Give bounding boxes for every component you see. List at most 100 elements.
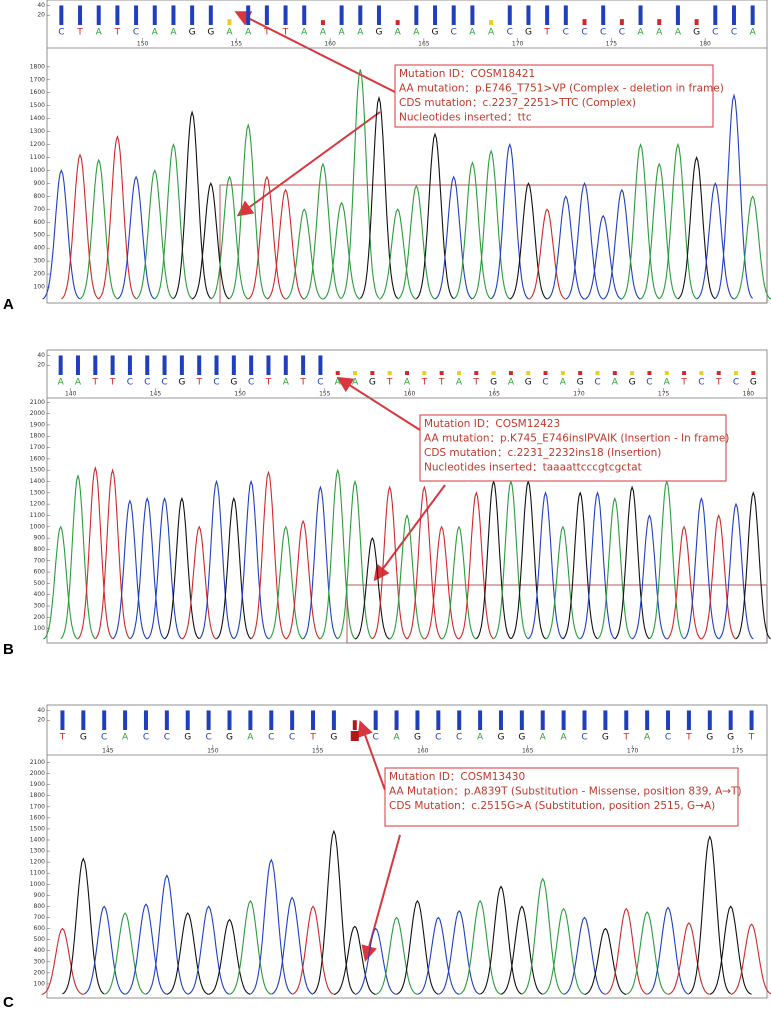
base-call: A xyxy=(247,733,254,743)
quality-bar xyxy=(543,371,548,375)
y-tick-label: 1600 xyxy=(30,814,45,821)
quality-bar xyxy=(59,5,64,25)
trace-peak xyxy=(735,491,771,640)
quality-bar xyxy=(731,5,736,25)
quality-bar xyxy=(96,5,101,25)
base-call: T xyxy=(92,378,99,388)
quality-bar xyxy=(560,371,565,375)
y-tick-label: 900 xyxy=(34,535,46,542)
quality-tick-label: 40 xyxy=(37,707,45,714)
trace-peak xyxy=(98,135,137,300)
quality-bar xyxy=(206,710,211,730)
base-call: C xyxy=(205,733,211,743)
position-label: 155 xyxy=(312,748,324,755)
quality-bar xyxy=(457,710,462,730)
panel-label: A xyxy=(3,296,14,313)
annotation-box xyxy=(419,414,727,482)
quality-tick-label: 40 xyxy=(37,352,45,359)
uncalled-base xyxy=(350,731,359,741)
y-tick-label: 1300 xyxy=(30,848,45,855)
base-call: A xyxy=(750,28,757,38)
quality-bar xyxy=(290,710,295,730)
base-call: C xyxy=(712,28,718,38)
panel-frame xyxy=(46,0,768,304)
quality-bar xyxy=(647,371,652,375)
base-call: G xyxy=(525,378,532,388)
base-call: C xyxy=(542,378,548,388)
trace-peak xyxy=(493,479,529,640)
y-tick-label: 1900 xyxy=(30,421,45,428)
trace-peak xyxy=(640,162,679,300)
trace-peak xyxy=(718,502,754,640)
base-call: C xyxy=(58,28,64,38)
position-label: 160 xyxy=(324,41,336,48)
base-call: C xyxy=(213,378,219,388)
quality-bar xyxy=(394,710,399,730)
annotation-line: AA mutation：p.K745_E746insIPVAIK (Insert… xyxy=(424,433,729,445)
trace-peak xyxy=(372,485,408,640)
trace-peak xyxy=(79,158,118,300)
trace-peak xyxy=(605,907,648,995)
base-call: T xyxy=(680,378,687,388)
trace-peak xyxy=(621,142,660,300)
trace-peak xyxy=(441,525,477,640)
trace-peak xyxy=(389,514,425,640)
base-call: A xyxy=(540,733,547,743)
base-call: A xyxy=(413,28,420,38)
base-call: G xyxy=(375,28,382,38)
y-tick-label: 1300 xyxy=(30,128,45,135)
position-label: 150 xyxy=(137,41,149,48)
base-call: A xyxy=(335,378,342,388)
quality-bar xyxy=(208,5,213,25)
quality-bar xyxy=(601,5,606,25)
quality-bar xyxy=(439,371,444,375)
quality-bar xyxy=(456,371,461,375)
y-tick-label: 1500 xyxy=(30,467,45,474)
trace-peak xyxy=(424,525,460,640)
y-tick-label: 1800 xyxy=(30,433,45,440)
y-tick-label: 2000 xyxy=(30,410,45,417)
trace-peak xyxy=(646,906,690,995)
quality-bar xyxy=(246,5,251,25)
base-call: G xyxy=(230,378,237,388)
y-tick-label: 900 xyxy=(34,892,46,899)
quality-bar xyxy=(491,371,496,375)
y-tick-label: 300 xyxy=(34,258,46,265)
trace-peak xyxy=(285,519,321,640)
quality-bar xyxy=(519,710,524,730)
annotation-line: AA Mutation：p.A839T (Substitution - Miss… xyxy=(389,786,742,798)
y-tick-label: 1900 xyxy=(30,781,45,788)
quality-bar xyxy=(563,5,568,25)
base-call: T xyxy=(59,733,66,743)
quality-bar xyxy=(489,20,494,25)
trace-peak xyxy=(302,485,339,640)
position-label: 175 xyxy=(732,748,744,755)
quality-bar xyxy=(478,710,483,730)
trace-peak xyxy=(341,69,380,299)
y-tick-label: 100 xyxy=(34,980,46,987)
trace-peak xyxy=(154,142,193,300)
base-call: C xyxy=(731,28,737,38)
base-call: C xyxy=(563,28,569,38)
y-tick-label: 500 xyxy=(34,232,46,239)
quality-bar xyxy=(358,5,363,25)
quality-bar xyxy=(624,710,629,730)
y-tick-label: 1400 xyxy=(30,837,45,844)
y-tick-label: 1500 xyxy=(30,825,45,832)
y-tick-label: 900 xyxy=(34,180,46,187)
trace-peak xyxy=(416,132,454,300)
y-tick-label: 600 xyxy=(34,219,46,226)
quality-bar xyxy=(269,710,274,730)
quality-bar xyxy=(694,19,699,25)
trace-peak xyxy=(322,201,361,300)
base-call: C xyxy=(600,28,606,38)
quality-bar xyxy=(143,710,148,730)
quality-bar xyxy=(582,710,587,730)
base-call: G xyxy=(432,28,439,38)
y-tick-label: 500 xyxy=(34,580,46,587)
trace-peak xyxy=(77,465,113,639)
base-call: T xyxy=(623,733,630,743)
trace-peak xyxy=(510,479,546,640)
quality-bar xyxy=(578,371,583,375)
base-call: C xyxy=(435,733,441,743)
